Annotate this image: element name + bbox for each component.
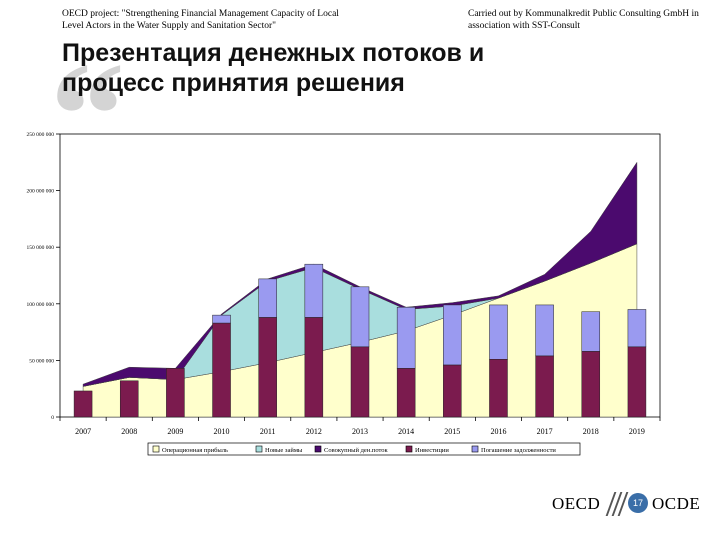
slide-title-line-2: процесс принятия решения [62,69,405,97]
bar-investment [212,322,231,418]
bar-investment [627,346,647,418]
area-series-3 [82,161,638,387]
x-tick-label: 2012 [306,427,322,436]
legend-label: Погашение задолженности [481,447,556,454]
bar-debt-repayment [627,309,647,348]
x-tick-label: 2013 [352,427,368,436]
legend-swatch [314,445,322,453]
bar-investment [443,364,462,418]
x-tick-label: 2014 [398,427,414,436]
page-number: 17 [628,493,648,513]
cash-flow-chart: 0 50 000 000 100 000 000 150 000 000 200 000… [27,132,661,456]
x-tick-label: 2007 [75,427,91,436]
oecd-logo: OECD 17 OCDE [552,492,702,520]
bar-investment [119,380,139,418]
legend-swatch [405,445,413,453]
legend-label: Операционная прибыль [162,447,228,454]
legend-label: Инвестиции [415,447,449,454]
bar-investment [489,359,508,418]
bar-debt-repayment [212,314,231,324]
bar-investment [535,355,554,418]
legend-swatch [255,445,263,453]
x-tick-label: 2008 [121,427,137,436]
legend-label: Совокупный ден.поток [324,447,389,454]
bar-debt-repayment [443,304,462,366]
x-tick-label: 2015 [444,427,460,436]
x-tick-label: 2018 [583,427,599,436]
y-tick-label: 100 000 000 [27,302,55,308]
bar-debt-repayment [581,311,601,352]
x-tick-label: 2016 [490,427,506,436]
y-tick-label: 250 000 000 [27,132,55,138]
x-tick-label: 2009 [167,427,183,436]
bar-debt-repayment [396,306,416,369]
header-project-text: OECD project: "Strengthening Financial M… [62,9,339,31]
y-tick-label: 0 [51,415,54,421]
bar-investment [581,351,601,418]
y-tick-label: 150 000 000 [27,245,55,251]
header-contractor-text: Carried out by Kommunalkredit Public Con… [468,9,699,31]
legend-label: Новые займы [265,447,303,454]
bar-debt-repayment [350,286,370,348]
bar-investment [350,346,370,418]
x-tick-label: 2019 [629,427,645,436]
x-tick-label: 2010 [214,427,230,436]
bar-debt-repayment [489,304,508,360]
bar-investment [396,368,416,418]
legend-swatch [471,445,479,453]
oecd-logo-text: OECD [552,494,601,513]
x-tick-label: 2011 [260,427,276,436]
slide-title-line-1: Презентация денежных потоков и [62,39,485,67]
bar-debt-repayment [535,304,554,357]
y-tick-label: 50 000 000 [29,358,54,364]
x-tick-label: 2017 [537,427,553,436]
slide-title: Презентация денежных потоков и процесс п… [62,38,484,98]
bar-debt-repayment [258,278,277,318]
bar-investment [258,317,277,418]
bar-investment [73,390,93,418]
bar-investment [166,368,185,418]
bar-investment [304,317,324,418]
legend-swatch [152,445,160,453]
bar-debt-repayment [304,263,324,318]
ocde-logo-text: OCDE [652,494,701,513]
y-tick-label: 200 000 000 [27,189,55,195]
